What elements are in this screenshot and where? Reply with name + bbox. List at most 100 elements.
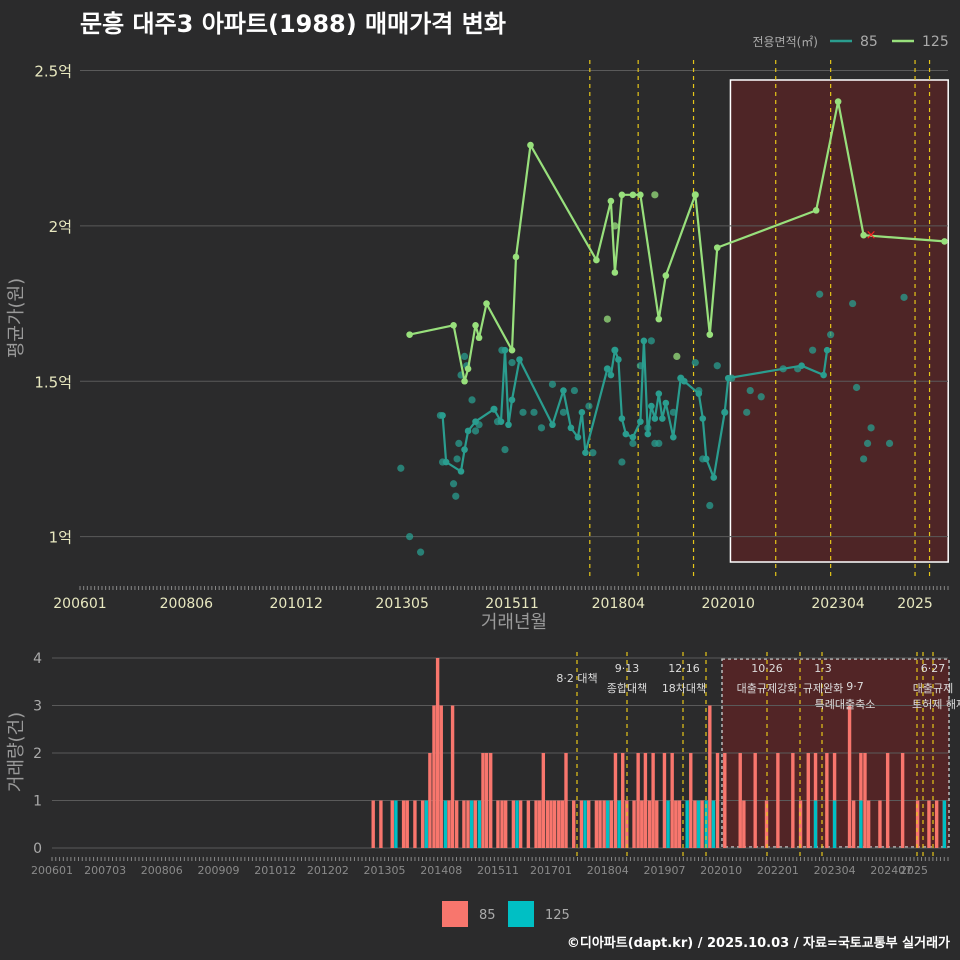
data-point-85 xyxy=(508,396,516,404)
volume-y-tick-label: 3 xyxy=(33,699,42,715)
data-point-85 xyxy=(468,396,476,404)
volume-bar-125 xyxy=(617,800,621,848)
data-point-85 xyxy=(820,371,827,379)
data-point-85 xyxy=(691,359,699,367)
policy-label: 특례대출축소 xyxy=(815,698,876,711)
data-point-85 xyxy=(728,374,736,382)
data-point-85 xyxy=(471,427,480,435)
y-axis-title: 평균가(원) xyxy=(6,278,27,358)
volume-bar-85 xyxy=(379,800,383,848)
legend-title: 전용면적(㎡) xyxy=(752,35,818,49)
data-point-85 xyxy=(699,455,707,463)
data-point-85 xyxy=(651,415,659,422)
legend-label-125: 125 xyxy=(922,34,949,50)
data-point-125 xyxy=(941,238,948,245)
data-point-85 xyxy=(438,458,447,466)
policy-label: 18차대책 xyxy=(662,682,706,695)
data-point-85 xyxy=(449,480,458,488)
data-point-85 xyxy=(589,449,597,457)
volume-x-tick-label: 201804 xyxy=(587,864,629,877)
volume-bar-125 xyxy=(469,800,474,848)
data-point-85 xyxy=(669,408,677,416)
volume-bar-85 xyxy=(484,753,489,848)
volume-bar-85 xyxy=(435,658,440,848)
volume-bar-125 xyxy=(443,800,448,848)
volume-y-tick-label: 0 xyxy=(33,841,42,857)
volume-bar-85 xyxy=(915,800,920,848)
highlight-region xyxy=(729,79,949,563)
data-point-85 xyxy=(779,365,787,373)
volume-bar-85 xyxy=(776,753,780,848)
volume-bar-85 xyxy=(537,800,542,848)
policy-label: 토허제 해제 xyxy=(912,697,960,711)
volume-bar-125 xyxy=(942,800,947,848)
volume-bar-125 xyxy=(685,800,689,848)
policy-date-label: 9·13 xyxy=(615,662,640,675)
data-point-85 xyxy=(648,402,655,410)
data-point-85 xyxy=(823,346,831,354)
data-point-85 xyxy=(757,393,765,401)
policy-date-label: 6·27 xyxy=(921,662,946,675)
volume-bar-85 xyxy=(526,800,531,848)
data-point-85 xyxy=(706,501,714,510)
policy-label: 8·2 대책 xyxy=(556,672,597,685)
volume-x-tick-label: 202201 xyxy=(757,864,799,877)
volume-bar-125 xyxy=(813,800,818,848)
data-point-85 xyxy=(618,458,626,466)
data-point-125 xyxy=(472,322,479,329)
volume-bar-125 xyxy=(704,800,708,848)
data-point-125 xyxy=(691,191,699,199)
data-point-85 xyxy=(530,408,538,416)
data-point-85 xyxy=(629,439,637,447)
volume-x-tick-label: 202304 xyxy=(814,864,856,877)
volume-bar-85 xyxy=(866,800,871,848)
volume-legend-swatch-85 xyxy=(442,901,468,927)
volume-bar-85 xyxy=(655,800,659,848)
volume-bar-85 xyxy=(511,800,516,848)
volume-x-tick-label: 2025 xyxy=(900,864,928,877)
volume-bar-85 xyxy=(764,800,769,848)
policy-date-label: 1·3 xyxy=(814,662,832,675)
volume-bar-85 xyxy=(462,800,466,848)
volume-bar-125 xyxy=(394,800,398,848)
series-125 xyxy=(406,98,948,385)
data-point-85 xyxy=(475,421,483,429)
volume-bar-125 xyxy=(606,800,610,848)
volume-bar-125 xyxy=(583,800,587,848)
data-point-85 xyxy=(670,433,677,441)
data-point-85 xyxy=(417,548,425,556)
volume-legend-label-125: 125 xyxy=(545,908,570,923)
data-point-85 xyxy=(629,433,637,441)
data-point-85 xyxy=(710,474,718,481)
volume-bar-85 xyxy=(602,800,606,848)
chart-title: 문흥 대주3 아파트(1988) 매매가격 변화 xyxy=(80,10,506,38)
data-point-85 xyxy=(655,390,663,397)
volume-bar-85 xyxy=(439,705,443,848)
data-point-85 xyxy=(559,408,568,416)
volume-bar-85 xyxy=(447,800,451,848)
data-point-85 xyxy=(746,386,754,395)
data-point-85 xyxy=(519,408,527,416)
data-point-125 xyxy=(629,191,637,199)
volume-bar-85 xyxy=(613,753,618,848)
volume-bar-85 xyxy=(473,800,477,848)
volume-legend-swatch-125 xyxy=(508,901,534,927)
data-point-85 xyxy=(560,387,567,394)
data-point-85 xyxy=(501,446,509,454)
volume-bar-85 xyxy=(636,753,640,848)
volume-bar-85 xyxy=(647,800,652,848)
volume-bar-85 xyxy=(927,800,931,848)
policy-label: 대출규제강화 xyxy=(737,682,798,695)
volume-bar-85 xyxy=(625,800,629,848)
data-point-85 xyxy=(860,455,868,463)
data-point-125 xyxy=(637,191,644,199)
volume-bar-85 xyxy=(885,753,890,848)
volume-bar-85 xyxy=(878,800,882,848)
data-point-85 xyxy=(498,346,506,354)
data-point-85 xyxy=(505,421,512,429)
data-point-85 xyxy=(852,383,861,392)
data-point-85 xyxy=(885,439,894,447)
legend-label-85: 85 xyxy=(860,34,878,50)
data-point-85 xyxy=(655,439,663,447)
volume-bar-85 xyxy=(488,753,493,848)
